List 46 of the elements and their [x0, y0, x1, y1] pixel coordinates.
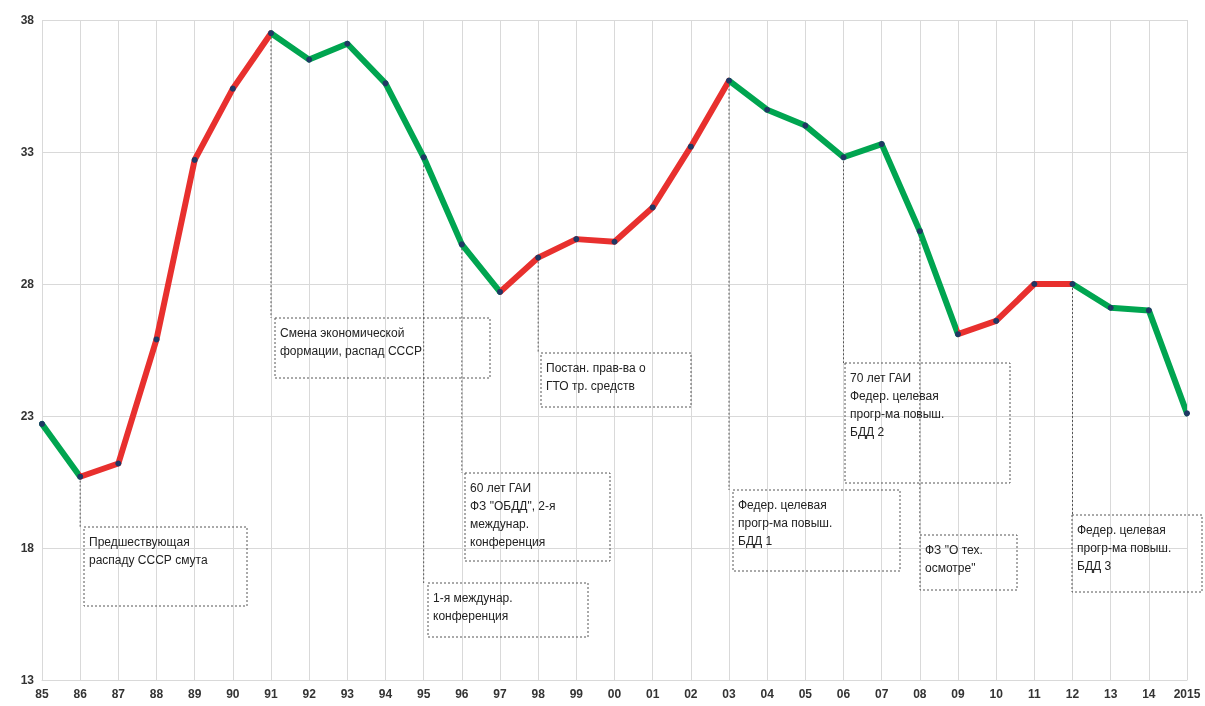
x-tick-label: 92 [302, 687, 317, 701]
y-tick-label: 13 [20, 673, 35, 687]
y-tick-label: 38 [20, 13, 35, 27]
x-tick-label: 03 [722, 687, 736, 701]
annotation: ФЗ "О тех. осмотре" [925, 543, 983, 575]
x-tick-label: 02 [684, 687, 698, 701]
x-tick-label: 10 [989, 687, 1004, 701]
x-tick-label: 85 [35, 687, 49, 701]
x-tick-label: 12 [1065, 687, 1080, 701]
annotation: Постан. прав-ва о ГТО тр. средств [546, 361, 647, 393]
x-tick-label: 99 [569, 687, 584, 701]
x-tick-label: 14 [1142, 687, 1156, 701]
y-tick-label: 23 [20, 409, 35, 423]
x-tick-label: 96 [455, 687, 469, 701]
x-tick-label: 88 [149, 687, 164, 701]
x-tick-label: 94 [378, 687, 393, 701]
x-tick-label: 87 [111, 687, 126, 701]
x-tick-label: 01 [645, 687, 660, 701]
x-tick-label: 98 [531, 687, 546, 701]
y-tick-label: 18 [20, 541, 35, 555]
y-tick-label: 28 [20, 277, 35, 291]
x-tick-label: 09 [951, 687, 965, 701]
x-tick-label: 13 [1103, 687, 1118, 701]
x-tick-label: 86 [73, 687, 88, 701]
x-tick-label: 95 [416, 687, 431, 701]
annotation: 60 лет ГАИ ФЗ "ОБДД", 2-я междунар. конференция [470, 481, 556, 549]
annotation: Смена экономической формации, распад СССР [280, 326, 422, 358]
x-tick-label: 97 [493, 687, 507, 701]
annotation: Предшествующая распаду СССР смута [89, 535, 208, 567]
x-tick-label: 08 [913, 687, 927, 701]
x-tick-label: 90 [226, 687, 240, 701]
x-tick-label: 07 [874, 687, 889, 701]
x-tick-label: 06 [836, 687, 851, 701]
x-tick-label: 93 [340, 687, 355, 701]
x-tick-label: 05 [798, 687, 813, 701]
x-tick-label: 00 [607, 687, 622, 701]
annotation: Федер. целевая прогр-ма повыш. БДД 1 [738, 498, 833, 548]
x-tick-label: 11 [1027, 687, 1041, 701]
annotation: 1-я междунар. конференция [433, 591, 513, 623]
x-tick-label: 2015 [1173, 687, 1201, 701]
annotation: Федер. целевая прогр-ма повыш. БДД 3 [1077, 523, 1172, 573]
y-tick-label: 33 [20, 145, 35, 159]
x-tick-label: 89 [187, 687, 202, 701]
x-tick-label: 04 [760, 687, 775, 701]
annotation: 70 лет ГАИ Федер. целевая прогр-ма повыш. БДД 2 [850, 371, 945, 439]
x-tick-label: 91 [264, 687, 278, 701]
